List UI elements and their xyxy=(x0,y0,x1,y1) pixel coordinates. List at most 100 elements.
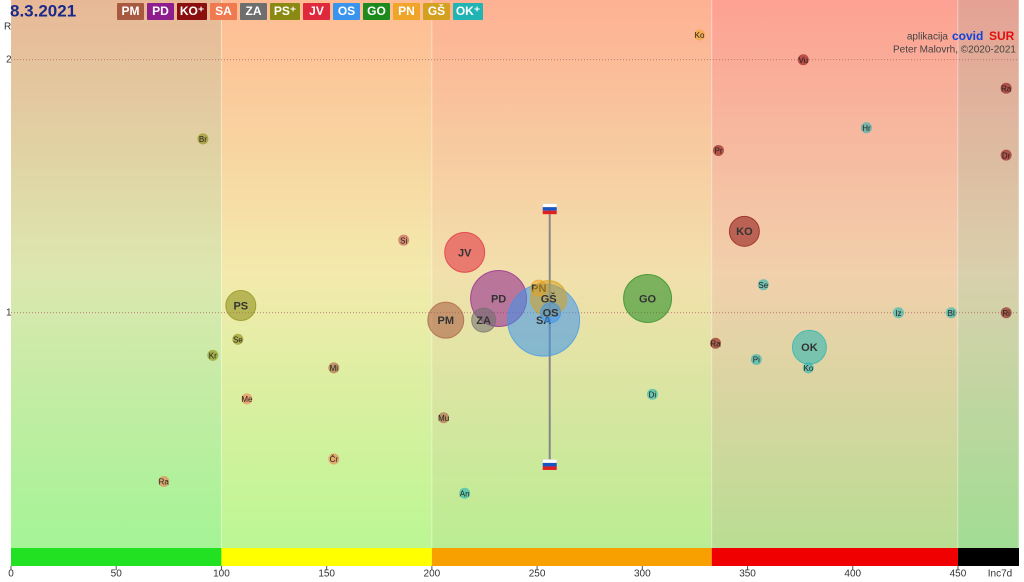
point-label: Ko xyxy=(803,364,813,373)
point-label: Ra xyxy=(159,478,170,487)
bubble-label: PD xyxy=(491,293,506,305)
bubble-label: ZA xyxy=(476,315,491,327)
bubble-label: KO xyxy=(736,226,753,238)
bubble-label: OK xyxy=(801,342,818,354)
bubble xyxy=(427,301,465,339)
legend-swatch xyxy=(393,3,420,20)
y-axis-label: R xyxy=(4,22,11,33)
region-point xyxy=(860,122,872,134)
y-tick-label: 2 xyxy=(6,54,12,65)
bubble xyxy=(225,290,257,322)
zone-tint xyxy=(11,0,222,548)
flag xyxy=(542,466,557,470)
zone-bar xyxy=(957,548,1019,566)
region-point xyxy=(1000,149,1012,161)
legend-swatch xyxy=(177,3,207,20)
bubble xyxy=(728,215,760,247)
region-point xyxy=(158,475,170,487)
point-label: Ko xyxy=(695,31,705,40)
legend-swatch xyxy=(303,3,330,20)
bubble xyxy=(791,329,827,365)
bubble xyxy=(540,302,562,324)
point-label: Kr xyxy=(209,351,217,360)
legend-swatch xyxy=(453,3,483,20)
zone-bar xyxy=(221,548,432,566)
zone-bar xyxy=(711,548,958,566)
region-point xyxy=(694,29,706,41)
bubble xyxy=(471,307,497,333)
legend-swatch xyxy=(240,3,267,20)
author: Peter Malovrh, ©2020-2021 xyxy=(893,45,1016,56)
region-point xyxy=(328,453,340,465)
x-tick-label: 400 xyxy=(844,569,861,580)
x-tick-label: 150 xyxy=(318,569,335,580)
bubble-label: PS xyxy=(233,300,248,312)
x-tick-label: 350 xyxy=(739,569,756,580)
region-point xyxy=(757,279,769,291)
point-label: An xyxy=(460,489,470,498)
legend-swatch xyxy=(363,3,390,20)
zone-bar xyxy=(11,548,222,566)
legend-label: PM xyxy=(122,4,140,18)
x-tick-label: 300 xyxy=(634,569,651,580)
zone-tint xyxy=(957,0,1019,548)
legend-swatch xyxy=(147,3,174,20)
legend-label: OS xyxy=(338,4,355,18)
legend-swatch xyxy=(117,3,144,20)
x-tick-label: 250 xyxy=(529,569,546,580)
point-label: Me xyxy=(241,395,253,404)
point-label: Ri xyxy=(1002,309,1010,318)
legend-label: PS⁺ xyxy=(274,4,296,18)
bubble-label: GO xyxy=(639,293,657,305)
legend-label: KO⁺ xyxy=(180,4,204,18)
legend-label: ZA xyxy=(246,4,262,18)
point-label: Hr xyxy=(862,124,871,133)
flag xyxy=(542,203,557,208)
point-label: Dr xyxy=(1002,151,1011,160)
region-point xyxy=(197,133,209,145)
region-point xyxy=(328,362,340,374)
legend-swatch xyxy=(210,3,237,20)
region-point xyxy=(1000,82,1012,94)
bubble-label: GŠ xyxy=(541,292,557,305)
bubble-label: JV xyxy=(458,247,472,259)
chart-title: 8.3.2021 xyxy=(10,1,76,20)
region-point xyxy=(646,388,658,400)
x-tick-label: 200 xyxy=(424,569,441,580)
region-point xyxy=(802,362,814,374)
region-point xyxy=(750,353,762,365)
zone-tint xyxy=(221,0,432,548)
region-point xyxy=(232,333,244,345)
flag xyxy=(542,207,557,211)
region-point xyxy=(398,234,410,246)
zone-tint xyxy=(711,0,958,548)
flag xyxy=(542,210,557,215)
legend-swatch xyxy=(423,3,450,20)
app-name: covid xyxy=(952,29,983,43)
region-point xyxy=(797,54,809,66)
point-label: Pi xyxy=(753,356,760,365)
app-name: SUR xyxy=(989,29,1015,43)
flag xyxy=(542,462,557,467)
point-label: Pr xyxy=(714,147,722,156)
point-label: Si xyxy=(400,236,407,245)
point-label: Mu xyxy=(438,414,449,423)
credit-prefix: aplikacija xyxy=(907,32,949,43)
region-point xyxy=(459,487,471,499)
bubble-label: OS xyxy=(543,308,559,320)
flag xyxy=(542,459,557,464)
x-tick-label: 450 xyxy=(950,569,967,580)
legend-label: GO xyxy=(367,4,386,18)
point-label: Se xyxy=(233,335,243,344)
x-tick-label: 0 xyxy=(8,569,14,580)
plot-background xyxy=(11,0,1019,548)
region-point xyxy=(207,349,219,361)
legend-swatch xyxy=(333,3,360,20)
point-label: Se xyxy=(758,281,768,290)
x-tick-label: 100 xyxy=(213,569,230,580)
legend-label: PD xyxy=(152,4,169,18)
region-point xyxy=(710,337,722,349)
point-label: Ra xyxy=(710,339,721,348)
y-tick-label: 1 xyxy=(6,307,12,318)
